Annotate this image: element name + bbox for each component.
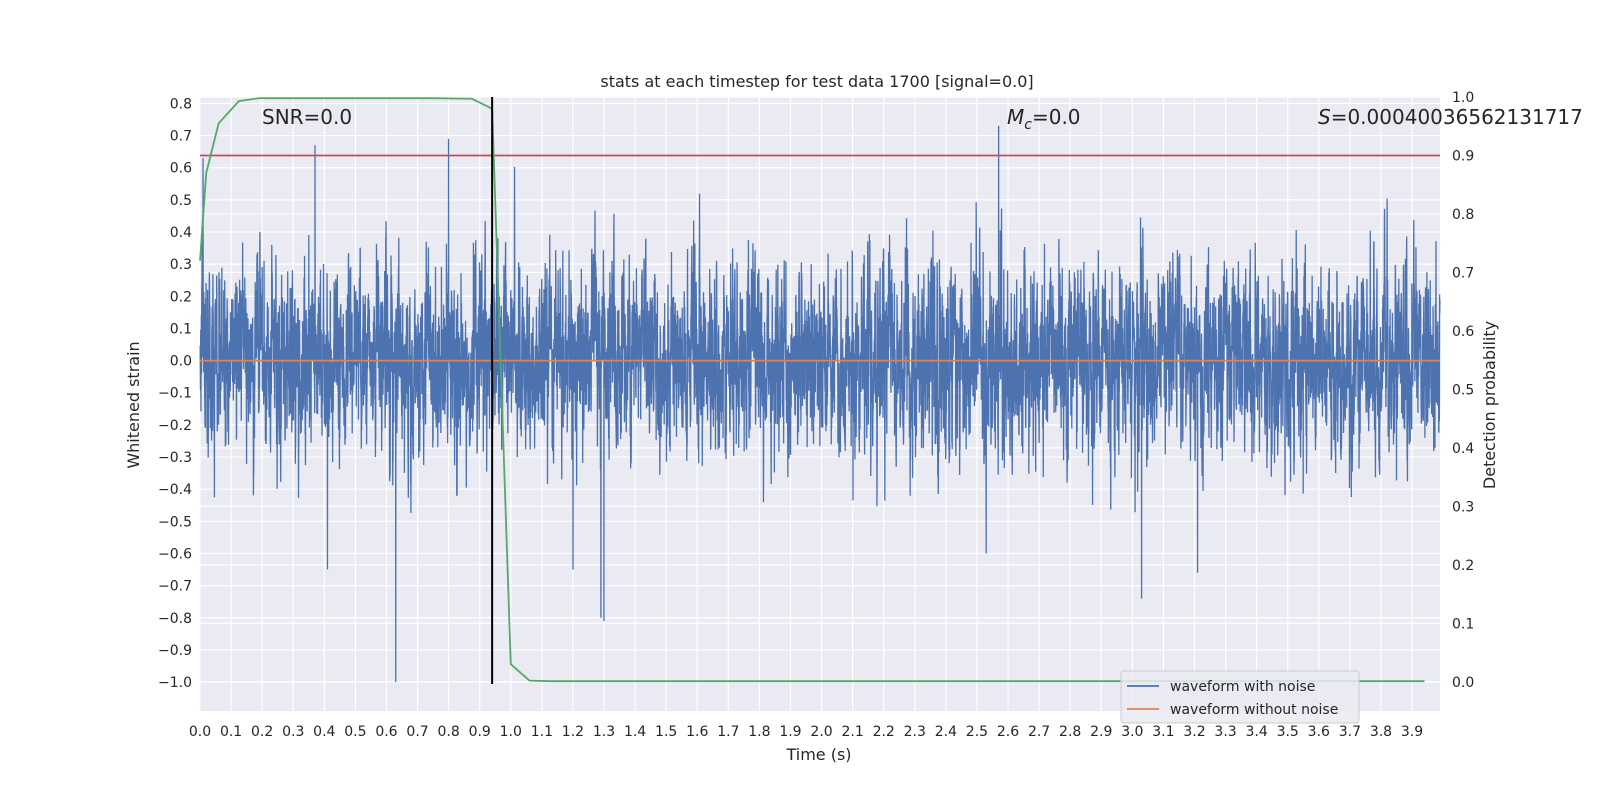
x-tick-label: 2.5 [966, 724, 988, 740]
y-tick-label: −0.8 [158, 611, 192, 627]
x-tick-label: 1.2 [562, 724, 584, 740]
x-tick-label: 0.7 [406, 724, 428, 740]
x-tick-label: 2.4 [935, 724, 957, 740]
x-tick-label: 3.0 [1121, 724, 1143, 740]
x-tick-label: 2.8 [1059, 724, 1081, 740]
y-tick-label: −0.1 [158, 386, 192, 402]
y2-axis-label: Detection probability [1480, 321, 1499, 489]
legend-label: waveform without noise [1170, 702, 1338, 718]
y2-tick-label: 0.0 [1452, 675, 1474, 691]
x-tick-label: 1.3 [593, 724, 615, 740]
x-tick-label: 2.0 [810, 724, 832, 740]
x-tick-label: 3.5 [1277, 724, 1299, 740]
y-tick-label: −0.2 [158, 418, 192, 434]
x-tick-label: 3.8 [1370, 724, 1392, 740]
x-tick-label: 2.7 [1028, 724, 1050, 740]
x-tick-label: 3.1 [1152, 724, 1174, 740]
y-tick-label: −0.5 [158, 514, 192, 530]
x-tick-label: 3.9 [1401, 724, 1423, 740]
x-tick-label: 1.9 [779, 724, 801, 740]
y2-tick-label: 0.4 [1452, 441, 1474, 457]
y2-tick-label: 0.1 [1452, 616, 1474, 632]
legend-box [1120, 670, 1360, 724]
x-tick-label: 0.5 [344, 724, 366, 740]
y-tick-label: −0.3 [158, 450, 192, 466]
x-axis-ticks: 0.0 0.1 0.2 0.3 0.4 0.5 0.6 0.7 0.8 0.9 1.0 1.1 1.2 1… [189, 724, 1423, 740]
y-tick-label: −0.4 [158, 482, 192, 498]
x-tick-label: 2.1 [841, 724, 863, 740]
y-axis-ticks: 0.8 0.7 0.6 0.5 0.4 0.3 0.2 0.1 0.0 −0.1 −0.2 −0.3 −… [158, 96, 192, 691]
annotation-chirp-mass: Mc=0.0 [1007, 105, 1081, 133]
y2-tick-label: 1.0 [1452, 90, 1474, 106]
y-tick-label: −0.9 [158, 643, 192, 659]
annotation-s: S=0.00040036562131717 [1318, 105, 1583, 129]
x-tick-label: 3.3 [1214, 724, 1236, 740]
y-tick-label: 0.0 [170, 354, 192, 370]
x-tick-label: 0.2 [251, 724, 273, 740]
y-tick-label: 0.7 [170, 129, 192, 145]
y-tick-label: 0.2 [170, 289, 192, 305]
x-tick-label: 2.2 [873, 724, 895, 740]
x-tick-label: 1.6 [686, 724, 708, 740]
x-tick-label: 2.9 [1090, 724, 1112, 740]
x-tick-label: 0.1 [220, 724, 242, 740]
y2-tick-label: 0.5 [1452, 382, 1474, 398]
x-tick-label: 0.8 [437, 724, 459, 740]
x-tick-label: 2.6 [997, 724, 1019, 740]
x-tick-label: 3.7 [1339, 724, 1361, 740]
y-tick-label: −0.7 [158, 579, 192, 595]
x-tick-label: 0.9 [469, 724, 491, 740]
series-waveform-with-noise [199, 125, 1441, 683]
x-tick-label: 1.5 [655, 724, 677, 740]
x-tick-label: 1.1 [531, 724, 553, 740]
y2-tick-label: 0.6 [1452, 324, 1474, 340]
y2-tick-label: 0.3 [1452, 499, 1474, 515]
x-tick-label: 1.0 [500, 724, 522, 740]
y2-tick-label: 0.2 [1452, 558, 1474, 574]
y2-axis-ticks: 1.0 0.9 0.8 0.7 0.6 0.5 0.4 0.3 0.2 0.1 0.0 [1452, 90, 1474, 691]
x-tick-label: 3.2 [1183, 724, 1205, 740]
x-axis-label: Time (s) [785, 745, 851, 764]
x-tick-label: 1.8 [748, 724, 770, 740]
y2-tick-label: 0.7 [1452, 265, 1474, 281]
y2-tick-label: 0.8 [1452, 207, 1474, 223]
y-axis-label: Whitened strain [124, 341, 143, 468]
legend-label: waveform with noise [1170, 679, 1315, 695]
x-tick-label: 0.0 [189, 724, 211, 740]
y-tick-label: 0.8 [170, 96, 192, 112]
annotation-snr: SNR=0.0 [262, 105, 352, 129]
x-tick-label: 0.3 [282, 724, 304, 740]
y-tick-label: 0.1 [170, 321, 192, 337]
y-tick-label: 0.5 [170, 193, 192, 209]
x-tick-label: 3.6 [1308, 724, 1330, 740]
legend: waveform with noise waveform without nois… [1120, 670, 1360, 724]
x-tick-label: 1.7 [717, 724, 739, 740]
x-tick-label: 1.4 [624, 724, 646, 740]
x-tick-label: 2.3 [904, 724, 926, 740]
y-tick-label: −0.6 [158, 546, 192, 562]
x-tick-label: 0.6 [375, 724, 397, 740]
annotations: SNR=0.0 Mc=0.0 S=0.00040036562131717 [262, 105, 1583, 133]
x-tick-label: 0.4 [313, 724, 335, 740]
series [199, 97, 1441, 684]
y-tick-label: −1.0 [158, 675, 192, 691]
chart-title: stats at each timestep for test data 170… [600, 72, 1033, 91]
y-tick-label: 0.4 [170, 225, 192, 241]
y2-tick-label: 0.9 [1452, 148, 1474, 164]
y-tick-label: 0.6 [170, 161, 192, 177]
x-tick-label: 3.4 [1246, 724, 1268, 740]
y-tick-label: 0.3 [170, 257, 192, 273]
